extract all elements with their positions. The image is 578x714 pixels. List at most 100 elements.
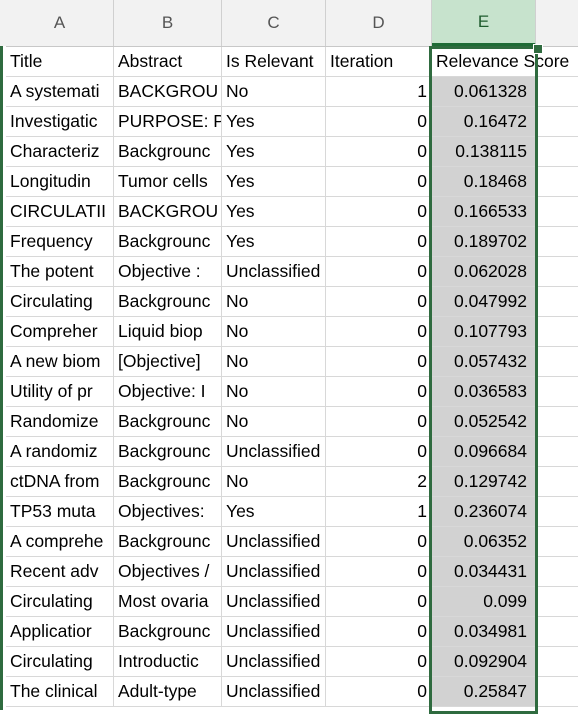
- cell-d15[interactable]: 2: [326, 467, 432, 496]
- cell-c20[interactable]: Unclassified: [222, 617, 326, 646]
- cell-b12[interactable]: Objective: I: [114, 377, 222, 406]
- cell-b4[interactable]: Backgrounc: [114, 137, 222, 166]
- cell-b18[interactable]: Objectives /: [114, 557, 222, 586]
- cell-d6[interactable]: 0: [326, 197, 432, 226]
- cell-c13[interactable]: No: [222, 407, 326, 436]
- cell-b13[interactable]: Backgrounc: [114, 407, 222, 436]
- cell-b3[interactable]: PURPOSE: P: [114, 107, 222, 136]
- cell-d4[interactable]: 0: [326, 137, 432, 166]
- cell-b5[interactable]: Tumor cells: [114, 167, 222, 196]
- cell-c9[interactable]: No: [222, 287, 326, 316]
- cell-e15[interactable]: 0.129742: [432, 467, 536, 496]
- cell-e7[interactable]: 0.189702: [432, 227, 536, 256]
- cell-c22[interactable]: Unclassified: [222, 677, 326, 706]
- cell-c7[interactable]: Yes: [222, 227, 326, 256]
- cell-e1[interactable]: Relevance Score: [432, 47, 569, 76]
- cell-a20[interactable]: Applicatior: [6, 617, 114, 646]
- cell-d1[interactable]: Iteration: [326, 47, 432, 76]
- cell-a9[interactable]: Circulating: [6, 287, 114, 316]
- cell-a1[interactable]: Title: [6, 47, 114, 76]
- cell-e6[interactable]: 0.166533: [432, 197, 536, 226]
- cell-b10[interactable]: Liquid biop: [114, 317, 222, 346]
- cell-c11[interactable]: No: [222, 347, 326, 376]
- cell-a13[interactable]: Randomize: [6, 407, 114, 436]
- cell-e17[interactable]: 0.06352: [432, 527, 536, 556]
- cell-c12[interactable]: No: [222, 377, 326, 406]
- cell-e4[interactable]: 0.138115: [432, 137, 536, 166]
- cell-d17[interactable]: 0: [326, 527, 432, 556]
- cell-c5[interactable]: Yes: [222, 167, 326, 196]
- cell-d7[interactable]: 0: [326, 227, 432, 256]
- cell-b8[interactable]: Objective :: [114, 257, 222, 286]
- cell-a11[interactable]: A new biom: [6, 347, 114, 376]
- cell-c14[interactable]: Unclassified: [222, 437, 326, 466]
- cell-c10[interactable]: No: [222, 317, 326, 346]
- cell-e14[interactable]: 0.096684: [432, 437, 536, 466]
- cell-d21[interactable]: 0: [326, 647, 432, 676]
- cell-c15[interactable]: No: [222, 467, 326, 496]
- cell-d16[interactable]: 1: [326, 497, 432, 526]
- cell-c4[interactable]: Yes: [222, 137, 326, 166]
- cell-b17[interactable]: Backgrounc: [114, 527, 222, 556]
- cell-b21[interactable]: Introductic: [114, 647, 222, 676]
- cell-a8[interactable]: The potent: [6, 257, 114, 286]
- cell-c18[interactable]: Unclassified: [222, 557, 326, 586]
- fill-handle[interactable]: [533, 44, 543, 54]
- cell-b22[interactable]: Adult-type: [114, 677, 222, 706]
- cell-a19[interactable]: Circulating: [6, 587, 114, 616]
- cell-d20[interactable]: 0: [326, 617, 432, 646]
- cell-d9[interactable]: 0: [326, 287, 432, 316]
- cell-d10[interactable]: 0: [326, 317, 432, 346]
- cell-d13[interactable]: 0: [326, 407, 432, 436]
- cell-b7[interactable]: Backgrounc: [114, 227, 222, 256]
- cell-a6[interactable]: CIRCULATII: [6, 197, 114, 226]
- cell-c21[interactable]: Unclassified: [222, 647, 326, 676]
- cell-b14[interactable]: Backgrounc: [114, 437, 222, 466]
- cell-e20[interactable]: 0.034981: [432, 617, 536, 646]
- cell-a17[interactable]: A comprehe: [6, 527, 114, 556]
- cell-a7[interactable]: Frequency: [6, 227, 114, 256]
- cell-c6[interactable]: Yes: [222, 197, 326, 226]
- cell-e9[interactable]: 0.047992: [432, 287, 536, 316]
- cell-c17[interactable]: Unclassified: [222, 527, 326, 556]
- cell-a3[interactable]: Investigatic: [6, 107, 114, 136]
- cell-e13[interactable]: 0.052542: [432, 407, 536, 436]
- cell-c8[interactable]: Unclassified: [222, 257, 326, 286]
- cell-c3[interactable]: Yes: [222, 107, 326, 136]
- column-header-e[interactable]: E: [432, 0, 536, 46]
- cell-e18[interactable]: 0.034431: [432, 557, 536, 586]
- cell-d2[interactable]: 1: [326, 77, 432, 106]
- cell-d14[interactable]: 0: [326, 437, 432, 466]
- cell-b15[interactable]: Backgrounc: [114, 467, 222, 496]
- cell-e5[interactable]: 0.18468: [432, 167, 536, 196]
- cell-d5[interactable]: 0: [326, 167, 432, 196]
- cell-e2[interactable]: 0.061328: [432, 77, 536, 106]
- cell-d22[interactable]: 0: [326, 677, 432, 706]
- cell-c16[interactable]: Yes: [222, 497, 326, 526]
- cell-d11[interactable]: 0: [326, 347, 432, 376]
- cell-a12[interactable]: Utility of pr: [6, 377, 114, 406]
- cell-b2[interactable]: BACKGROU: [114, 77, 222, 106]
- cell-a4[interactable]: Characteriz: [6, 137, 114, 166]
- cell-d18[interactable]: 0: [326, 557, 432, 586]
- cell-e12[interactable]: 0.036583: [432, 377, 536, 406]
- cell-a21[interactable]: Circulating: [6, 647, 114, 676]
- cell-a22[interactable]: The clinical: [6, 677, 114, 706]
- cell-e21[interactable]: 0.092904: [432, 647, 536, 676]
- cell-c1[interactable]: Is Relevant: [222, 47, 326, 76]
- cell-a2[interactable]: A systemati: [6, 77, 114, 106]
- cell-a5[interactable]: Longitudin: [6, 167, 114, 196]
- cell-c19[interactable]: Unclassified: [222, 587, 326, 616]
- cell-b6[interactable]: BACKGROU: [114, 197, 222, 226]
- cell-d3[interactable]: 0: [326, 107, 432, 136]
- cell-d19[interactable]: 0: [326, 587, 432, 616]
- cell-d12[interactable]: 0: [326, 377, 432, 406]
- cell-b11[interactable]: [Objective]: [114, 347, 222, 376]
- cell-a14[interactable]: A randomiz: [6, 437, 114, 466]
- cell-e11[interactable]: 0.057432: [432, 347, 536, 376]
- cell-e16[interactable]: 0.236074: [432, 497, 536, 526]
- cell-e22[interactable]: 0.25847: [432, 677, 536, 706]
- cell-b19[interactable]: Most ovaria: [114, 587, 222, 616]
- cell-e3[interactable]: 0.16472: [432, 107, 536, 136]
- cell-e19[interactable]: 0.099: [432, 587, 536, 616]
